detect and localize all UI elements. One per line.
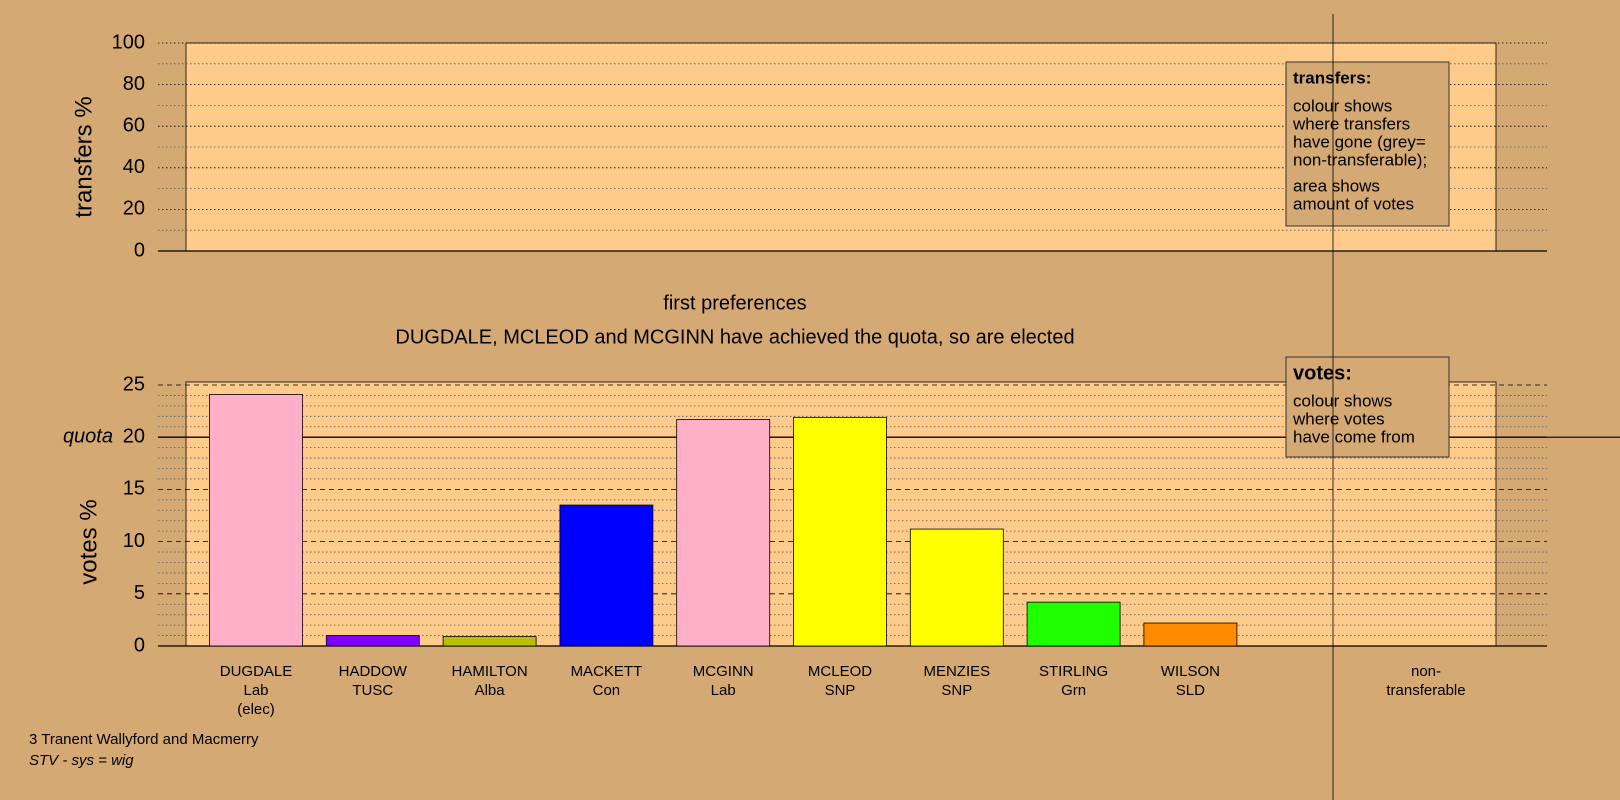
footer-text: STV - sys = wig [29,752,134,769]
chart-title: first preferences [663,292,806,314]
y-tick-label: 15 [123,478,145,500]
x-tick-label: Alba [475,682,506,699]
bar [1026,601,1121,647]
y-tick-label: 0 [134,634,145,656]
bar [442,636,537,647]
y-tick-label: 10 [123,530,145,552]
legend-text: where votes [1292,409,1385,428]
x-tick-label: WILSON [1161,663,1220,680]
x-tick-label: (elec) [237,701,275,718]
x-tick-label: Lab [711,682,736,699]
y-axis-label: transfers % [70,96,97,217]
legend-box [1285,61,1450,227]
legend-text: non-transferable); [1293,150,1427,169]
x-tick-label: MCLEOD [808,663,872,680]
x-tick-label: SNP [825,682,856,699]
y-tick-label: 25 [123,373,145,395]
bar [559,504,654,647]
legend-title: votes: [1293,362,1352,384]
x-tick-label: Con [593,682,621,699]
x-tick-label: TUSC [352,682,393,699]
plot-area [185,42,1497,252]
x-tick-label: MENZIES [923,663,990,680]
quota-label: quota [63,425,113,447]
x-tick-label: SNP [941,682,972,699]
y-tick-label: 80 [123,73,145,95]
bar [325,635,420,647]
x-tick-label: HAMILTON [452,663,528,680]
chart-subtitle: DUGDALE, MCLEOD and MCGINN have achieved… [395,326,1074,348]
x-tick-label: MACKETT [571,663,643,680]
legend-text: have come from [1293,427,1415,446]
legend-text: amount of votes [1293,194,1414,213]
y-tick-label: 60 [123,114,145,136]
x-tick-label: DUGDALE [220,663,293,680]
x-tick-label: STIRLING [1039,663,1108,680]
x-tick-label: SLD [1176,682,1205,699]
x-tick-label: transferable [1386,682,1465,699]
y-tick-label: 100 [112,31,145,53]
x-tick-label: MCGINN [693,663,754,680]
bar [209,393,303,647]
y-axis-label: votes % [75,499,102,584]
bar [1143,622,1238,647]
legend-text: where transfers [1292,114,1410,133]
x-tick-label: Lab [243,682,268,699]
x-tick-label: Grn [1061,682,1086,699]
bar [793,416,887,647]
y-tick-label: 5 [134,582,145,604]
legend-text: colour shows [1293,391,1392,410]
bar [676,419,771,647]
legend-text: area shows [1293,176,1380,195]
bar [909,528,1004,647]
y-tick-label: 20 [123,198,145,220]
y-tick-label: 40 [123,156,145,178]
legend-text: have gone (grey= [1293,132,1426,151]
legend-box [1285,356,1450,458]
x-tick-label: non- [1411,663,1441,680]
y-tick-label: 20 [123,425,145,447]
x-tick-label: HADDOW [339,663,408,680]
legend-title: transfers: [1293,68,1371,87]
footer-text: 3 Tranent Wallyford and Macmerry [29,731,259,748]
y-tick-label: 0 [134,239,145,261]
legend-text: colour shows [1293,96,1392,115]
